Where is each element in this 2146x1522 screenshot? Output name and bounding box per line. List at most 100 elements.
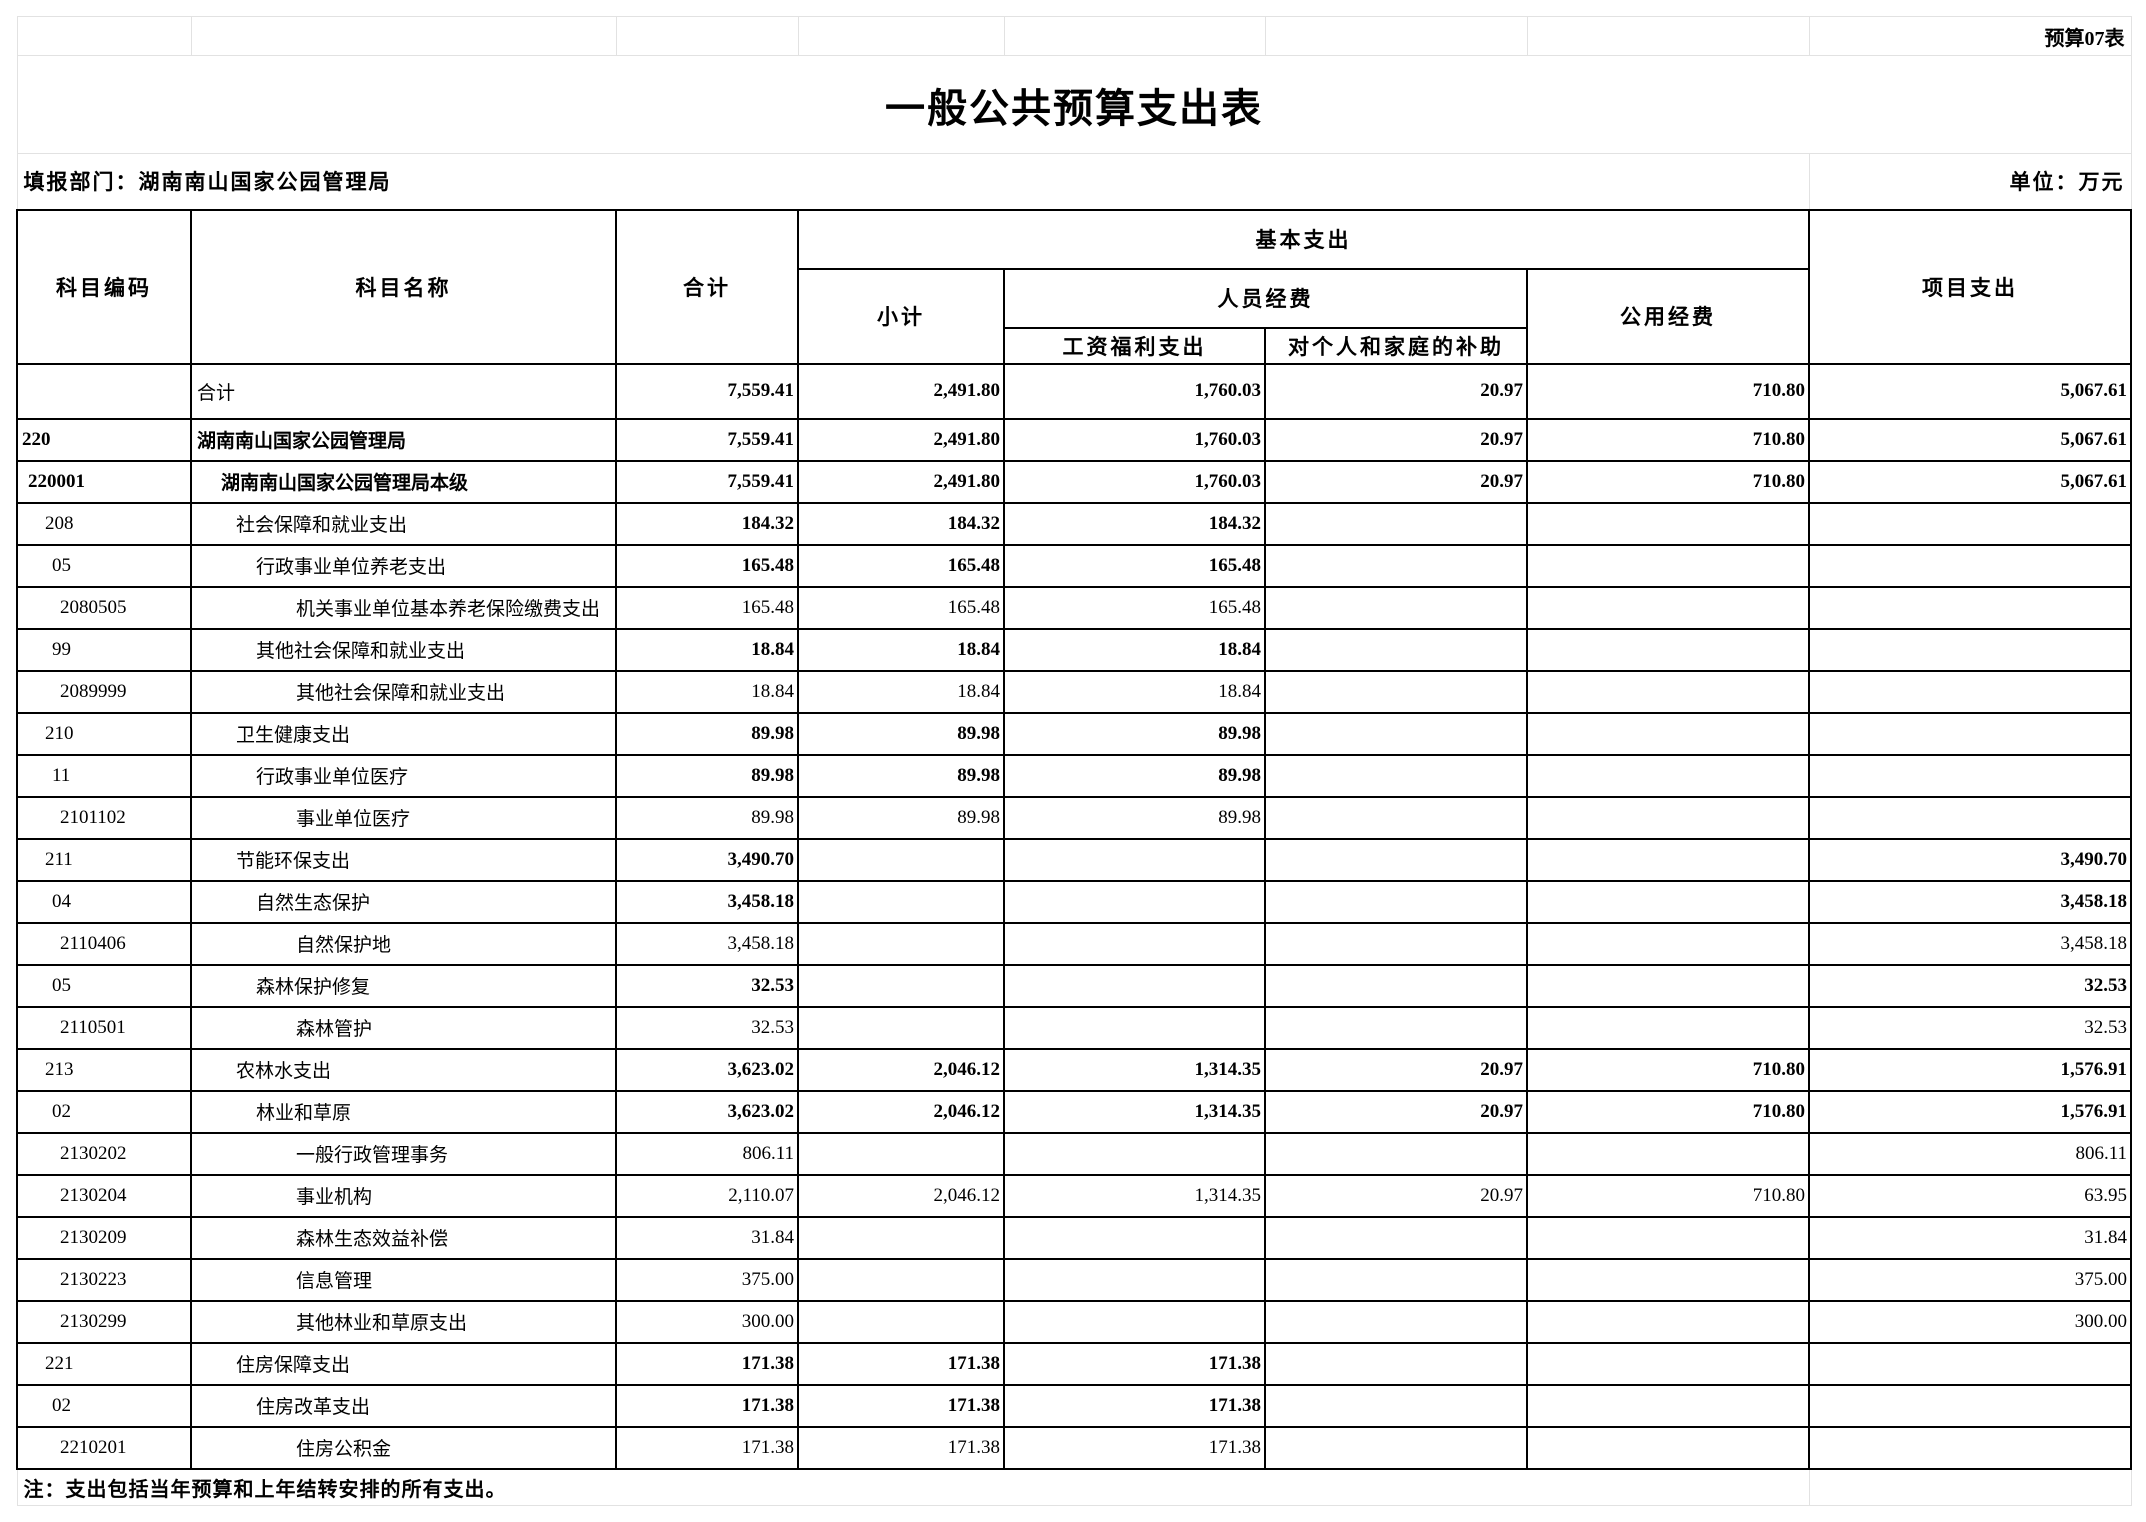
cell-subsidy bbox=[1264, 501, 1528, 546]
cell-public bbox=[1526, 795, 1810, 840]
cell-subsidy bbox=[1264, 921, 1528, 966]
cell-project: 5,067.61 bbox=[1808, 417, 2132, 462]
row-name: 信息管理 bbox=[190, 1257, 617, 1302]
cell-subtotal bbox=[797, 1299, 1005, 1344]
cell-subsidy bbox=[1264, 711, 1528, 756]
cell-total: 3,458.18 bbox=[615, 921, 799, 966]
cell-subsidy: 20.97 bbox=[1264, 362, 1528, 420]
cell-subsidy: 20.97 bbox=[1264, 459, 1528, 504]
cell-subtotal bbox=[797, 1257, 1005, 1302]
row-name: 住房公积金 bbox=[190, 1425, 617, 1470]
row-code: 208 bbox=[16, 501, 192, 546]
row-name: 农林水支出 bbox=[190, 1047, 617, 1092]
cell-subsidy bbox=[1264, 627, 1528, 672]
cell-subsidy bbox=[1264, 585, 1528, 630]
row-name: 林业和草原 bbox=[190, 1089, 617, 1134]
cell-wages bbox=[1003, 963, 1266, 1008]
cell-subsidy: 20.97 bbox=[1264, 417, 1528, 462]
cell-total: 300.00 bbox=[615, 1299, 799, 1344]
row-code: 2210201 bbox=[16, 1425, 192, 1470]
row-code: 2130209 bbox=[16, 1215, 192, 1260]
cell-total: 171.38 bbox=[615, 1425, 799, 1470]
table-row: 2130204 事业机构 2,110.07 2,046.12 1,314.35 20.97… bbox=[16, 1173, 2132, 1218]
cell-total: 18.84 bbox=[615, 669, 799, 714]
cell-total: 32.53 bbox=[615, 1005, 799, 1050]
cell-subtotal: 171.38 bbox=[797, 1425, 1005, 1470]
form-number: 预算07表 bbox=[1808, 16, 2132, 56]
cell-subsidy bbox=[1264, 1131, 1528, 1176]
header-code: 科目编码 bbox=[16, 208, 192, 365]
cell-subsidy bbox=[1264, 1299, 1528, 1344]
table-row: 2110406 自然保护地 3,458.18 3,458.18 bbox=[16, 921, 2132, 966]
cell-wages: 171.38 bbox=[1003, 1383, 1266, 1428]
header-total: 合计 bbox=[615, 208, 799, 365]
table-row: 2089999 其他社会保障和就业支出 18.84 18.84 18.84 bbox=[16, 669, 2132, 714]
cell-project: 1,576.91 bbox=[1808, 1047, 2132, 1092]
cell-wages: 1,760.03 bbox=[1003, 417, 1266, 462]
cell-public: 710.80 bbox=[1526, 1089, 1810, 1134]
cell-subtotal: 2,491.80 bbox=[797, 459, 1005, 504]
header-name: 科目名称 bbox=[190, 208, 617, 365]
cell-total: 171.38 bbox=[615, 1383, 799, 1428]
row-code: 2110406 bbox=[16, 921, 192, 966]
cell-total: 3,623.02 bbox=[615, 1047, 799, 1092]
cell-project bbox=[1808, 795, 2132, 840]
page-title: 一般公共预算支出表 bbox=[16, 55, 2132, 154]
cell-project: 63.95 bbox=[1808, 1173, 2132, 1218]
cell-total: 89.98 bbox=[615, 753, 799, 798]
row-code: 02 bbox=[16, 1383, 192, 1428]
footnote: 注：支出包括当年预算和上年结转安排的所有支出。 bbox=[16, 1467, 1810, 1506]
cell-public: 710.80 bbox=[1526, 1173, 1810, 1218]
row-code: 210 bbox=[16, 711, 192, 756]
cell-total: 7,559.41 bbox=[615, 417, 799, 462]
table-row: 211 节能环保支出 3,490.70 3,490.70 bbox=[16, 837, 2132, 882]
cell-public bbox=[1526, 711, 1810, 756]
table-row: 2080505 机关事业单位基本养老保险缴费支出 165.48 165.48 165.4… bbox=[16, 585, 2132, 630]
row-name: 森林生态效益补偿 bbox=[190, 1215, 617, 1260]
cell-wages bbox=[1003, 921, 1266, 966]
cell-total: 3,623.02 bbox=[615, 1089, 799, 1134]
cell-subtotal bbox=[797, 837, 1005, 882]
cell-subsidy bbox=[1264, 1005, 1528, 1050]
department-label: 填报部门：湖南南山国家公园管理局 bbox=[16, 153, 1810, 210]
cell-subtotal: 171.38 bbox=[797, 1383, 1005, 1428]
cell-public bbox=[1526, 585, 1810, 630]
row-name: 湖南南山国家公园管理局本级 bbox=[190, 459, 617, 504]
cell-total: 3,490.70 bbox=[615, 837, 799, 882]
cell-project: 3,458.18 bbox=[1808, 921, 2132, 966]
cell-public bbox=[1526, 501, 1810, 546]
row-code: 2110501 bbox=[16, 1005, 192, 1050]
row-name: 湖南南山国家公园管理局 bbox=[190, 417, 617, 462]
cell-public bbox=[1526, 1215, 1810, 1260]
cell-wages: 18.84 bbox=[1003, 669, 1266, 714]
cell-wages bbox=[1003, 1215, 1266, 1260]
row-name: 合计 bbox=[190, 362, 617, 420]
table-row: 2130202 一般行政管理事务 806.11 806.11 bbox=[16, 1131, 2132, 1176]
header-public: 公用经费 bbox=[1526, 267, 1810, 365]
cell-wages bbox=[1003, 879, 1266, 924]
cell-subtotal: 89.98 bbox=[797, 711, 1005, 756]
row-code: 220 bbox=[16, 417, 192, 462]
cell-subtotal bbox=[797, 921, 1005, 966]
cell-subsidy bbox=[1264, 753, 1528, 798]
cell-public bbox=[1526, 1131, 1810, 1176]
cell-subsidy bbox=[1264, 669, 1528, 714]
cell-project bbox=[1808, 543, 2132, 588]
row-code: 02 bbox=[16, 1089, 192, 1134]
cell-public bbox=[1526, 963, 1810, 1008]
cell-wages: 1,314.35 bbox=[1003, 1047, 1266, 1092]
table-row: 05 森林保护修复 32.53 32.53 bbox=[16, 963, 2132, 1008]
cell-subtotal: 171.38 bbox=[797, 1341, 1005, 1386]
cell-public bbox=[1526, 837, 1810, 882]
cell-wages bbox=[1003, 837, 1266, 882]
table-row: 2130299 其他林业和草原支出 300.00 300.00 bbox=[16, 1299, 2132, 1344]
cell-subtotal: 2,046.12 bbox=[797, 1047, 1005, 1092]
header-basic: 基本支出 bbox=[797, 208, 1810, 270]
table-row: 合计 7,559.41 2,491.80 1,760.03 20.97 710.80 5,0… bbox=[16, 362, 2132, 420]
row-name: 自然生态保护 bbox=[190, 879, 617, 924]
cell-subsidy bbox=[1264, 795, 1528, 840]
cell-public bbox=[1526, 879, 1810, 924]
cell-total: 165.48 bbox=[615, 585, 799, 630]
cell-subtotal: 2,491.80 bbox=[797, 417, 1005, 462]
cell-total: 89.98 bbox=[615, 711, 799, 756]
